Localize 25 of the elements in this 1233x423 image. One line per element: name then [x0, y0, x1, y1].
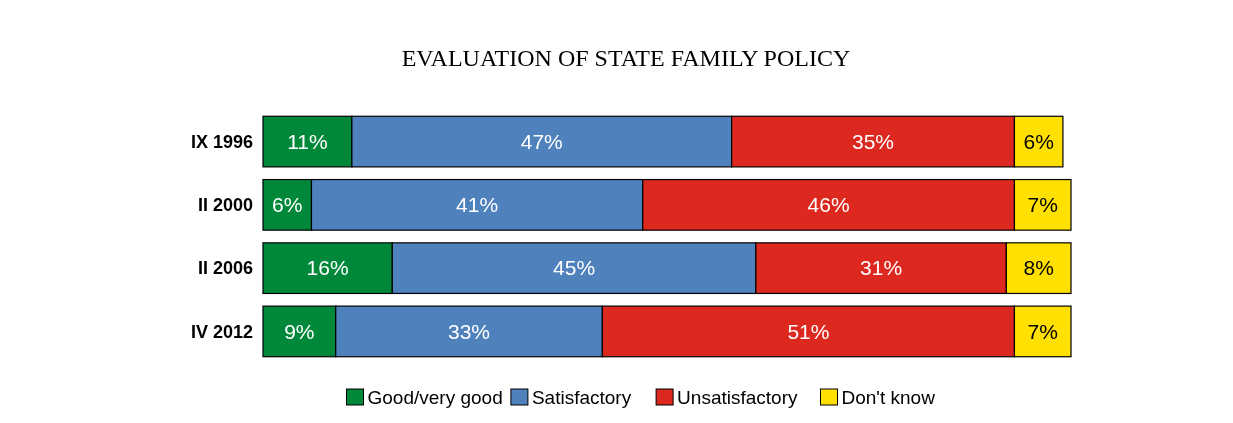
y-tick-label: IV 2012: [190, 321, 253, 342]
data-label: 7%: [1027, 193, 1058, 217]
data-label: 6%: [1023, 129, 1054, 153]
legend-label: Satisfactory: [531, 386, 632, 408]
data-label: 47%: [520, 129, 563, 153]
y-tick-label: II 2006: [197, 258, 253, 279]
legend-label: Good/very good: [367, 386, 503, 408]
data-label: 45%: [553, 256, 596, 280]
data-label: 6%: [272, 193, 303, 217]
legend-label: Don't know: [841, 386, 936, 408]
data-label: 41%: [456, 193, 499, 217]
data-label: 31%: [860, 256, 903, 280]
legend-label: Unsatisfactory: [677, 386, 798, 408]
data-label: 33%: [448, 319, 491, 343]
data-label: 35%: [852, 129, 895, 153]
chart-title: EVALUATION OF STATE FAMILY POLICY: [401, 45, 851, 72]
y-tick-label: IX 1996: [190, 131, 253, 152]
y-tick-label: II 2000: [197, 195, 253, 216]
data-label: 46%: [807, 193, 850, 217]
data-label: 51%: [787, 319, 830, 343]
data-label: 11%: [287, 129, 328, 153]
data-label: 9%: [284, 319, 315, 343]
data-label: 16%: [306, 256, 349, 280]
data-label: 7%: [1027, 319, 1058, 343]
data-label: 8%: [1023, 256, 1054, 280]
